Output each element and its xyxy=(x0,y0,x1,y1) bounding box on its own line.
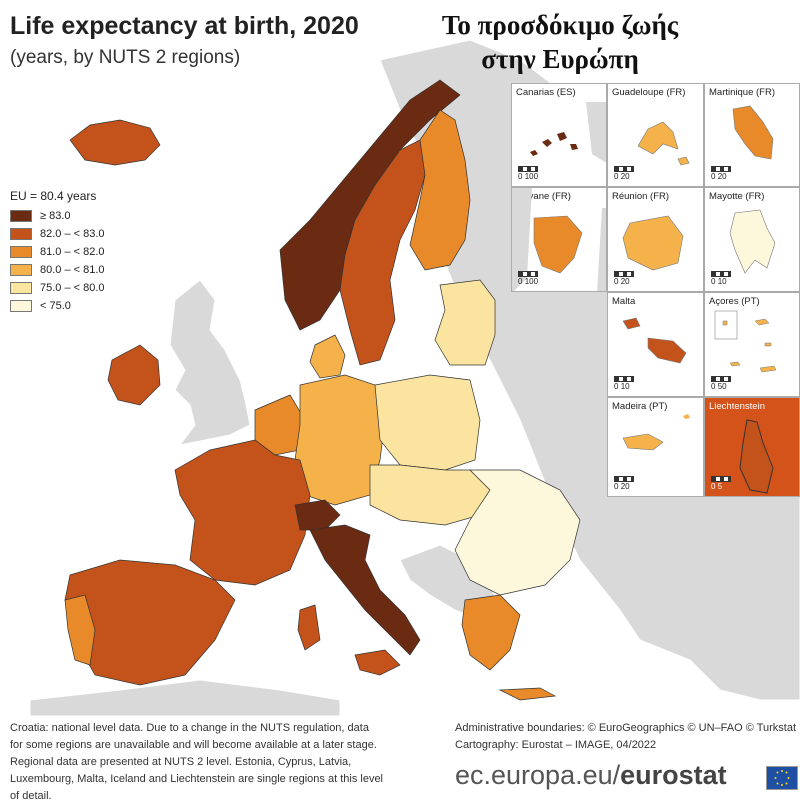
eurostat-link[interactable]: ec.europa.eu/eurostat xyxy=(455,760,727,790)
inset-label: Açores (PT) xyxy=(709,296,760,307)
region-sardinia xyxy=(297,604,321,651)
legend-swatch xyxy=(10,210,32,222)
inset-madeira: Madeira (PT) 0 20 xyxy=(607,397,704,497)
legend-label: ≥ 83.0 xyxy=(40,210,71,222)
credits-line: Administrative boundaries: © EuroGeograp… xyxy=(455,722,797,734)
scale-bar: 0 10 xyxy=(614,376,634,391)
region-central-europe xyxy=(369,464,491,526)
legend-swatch xyxy=(10,228,32,240)
inset-map-shape xyxy=(622,414,690,451)
region-crete xyxy=(498,687,557,701)
map-north-africa-no-data xyxy=(29,679,341,717)
map-legend: EU = 80.4 years ≥ 83.0 82.0 – < 83.0 81.… xyxy=(10,189,155,315)
legend-label: 80.0 – < 81.0 xyxy=(40,264,105,276)
scale-bar: 0 20 xyxy=(614,271,634,286)
region-greece xyxy=(461,594,521,671)
legend-item: ≥ 83.0 xyxy=(10,207,155,225)
region-baltics xyxy=(434,279,496,366)
scale-bar: 0 20 xyxy=(614,476,634,491)
region-sicily xyxy=(354,649,401,676)
footnote-line: Regional data are presented at NUTS 2 le… xyxy=(10,756,352,768)
legend-title: EU = 80.4 years xyxy=(10,189,97,203)
inset-canarias: Canarias (ES) 0 100 xyxy=(511,83,607,187)
inset-martinique: Martinique (FR) 0 20 xyxy=(704,83,800,187)
inset-label: Mayotte (FR) xyxy=(709,191,765,202)
region-ireland xyxy=(107,344,161,406)
inset-acores: Açores (PT) 0 50 xyxy=(704,292,800,397)
eu-flag-icon xyxy=(766,766,798,790)
region-denmark xyxy=(309,334,346,379)
map-uk-no-data xyxy=(169,279,251,446)
legend-item: 81.0 – < 82.0 xyxy=(10,243,155,261)
inset-label: Martinique (FR) xyxy=(709,87,775,98)
inset-map-shape xyxy=(530,102,606,163)
footnote-line: Luxembourg, Malta, Iceland and Liechtens… xyxy=(10,773,384,785)
region-switzerland xyxy=(294,499,341,531)
inset-label: Guadeloupe (FR) xyxy=(612,87,686,98)
greek-title-line2: στην Ευρώπη xyxy=(481,44,639,74)
region-italy xyxy=(309,524,421,656)
inset-map-shape xyxy=(637,121,690,166)
greek-title: Το προσδόκιμο ζωής στην Ευρώπη xyxy=(400,8,720,76)
legend-swatch xyxy=(10,264,32,276)
region-iceland xyxy=(69,119,161,166)
inset-mayotte: Mayotte (FR) 0 10 xyxy=(704,187,800,292)
scale-bar: 0 10 xyxy=(711,271,731,286)
legend-label: < 75.0 xyxy=(40,300,71,312)
region-norway xyxy=(279,79,461,331)
map-title: Life expectancy at birth, 2020 xyxy=(10,12,359,40)
legend-label: 81.0 – < 82.0 xyxy=(40,246,105,258)
inset-label: Madeira (PT) xyxy=(612,401,668,412)
scale-bar: 0 100 xyxy=(518,271,538,286)
greek-title-line1: Το προσδόκιμο ζωής xyxy=(441,10,679,40)
credits-line: Cartography: Eurostat – IMAGE, 04/2022 xyxy=(455,739,657,751)
inset-malta: Malta 0 10 xyxy=(607,292,704,397)
inset-maps-panel: Canarias (ES) 0 100 Guadeloupe (FR) 0 20… xyxy=(511,83,800,497)
inset-guyane: Guyane (FR) 0 100 xyxy=(511,187,607,292)
inset-map-shape xyxy=(622,317,687,364)
inset-label: Canarias (ES) xyxy=(516,87,576,98)
footnote-line: Croatia: national level data. Due to a c… xyxy=(10,722,369,734)
inset-map-shape xyxy=(512,188,606,291)
region-poland xyxy=(374,374,481,471)
map-credits: Administrative boundaries: © EuroGeograp… xyxy=(455,720,800,754)
legend-label: 75.0 – < 80.0 xyxy=(40,282,105,294)
inset-map-shape xyxy=(729,209,776,274)
region-france xyxy=(174,439,311,586)
inset-map-shape xyxy=(622,215,684,271)
inset-map-shape xyxy=(732,105,774,160)
inset-liechtenstein: Liechtenstein 0 5 xyxy=(704,397,800,497)
map-subtitle: (years, by NUTS 2 regions) xyxy=(10,47,241,68)
legend-item: < 75.0 xyxy=(10,297,155,315)
region-sweden xyxy=(339,139,426,366)
scale-bar: 0 20 xyxy=(711,166,731,181)
footnote-line: for some regions are unavailable and wil… xyxy=(10,739,377,751)
legend-item: 82.0 – < 83.0 xyxy=(10,225,155,243)
inset-label: Malta xyxy=(612,296,636,307)
legend-label: 82.0 – < 83.0 xyxy=(40,228,105,240)
inset-reunion: Réunion (FR) 0 20 xyxy=(607,187,704,292)
legend-item: 75.0 – < 80.0 xyxy=(10,279,155,297)
legend-swatch xyxy=(10,300,32,312)
scale-bar: 0 50 xyxy=(711,376,731,391)
inset-map-shape xyxy=(739,419,774,494)
inset-map-shape xyxy=(714,310,777,373)
legend-swatch xyxy=(10,246,32,258)
footnote-line: of detail. xyxy=(10,790,52,802)
inset-label: Réunion (FR) xyxy=(612,191,670,202)
scale-bar: 0 5 xyxy=(711,476,731,491)
inset-label: Liechtenstein xyxy=(709,401,765,412)
legend-item: 80.0 – < 81.0 xyxy=(10,261,155,279)
inset-guadeloupe: Guadeloupe (FR) 0 20 xyxy=(607,83,704,187)
scale-bar: 0 20 xyxy=(614,166,634,181)
legend-swatch xyxy=(10,282,32,294)
map-footnotes: Croatia: national level data. Due to a c… xyxy=(10,720,425,805)
region-romania-bulgaria xyxy=(454,469,581,596)
inset-label: Guyane (FR) xyxy=(516,191,571,202)
region-portugal xyxy=(64,594,96,666)
scale-bar: 0 100 xyxy=(518,166,538,181)
region-finland xyxy=(409,109,471,271)
